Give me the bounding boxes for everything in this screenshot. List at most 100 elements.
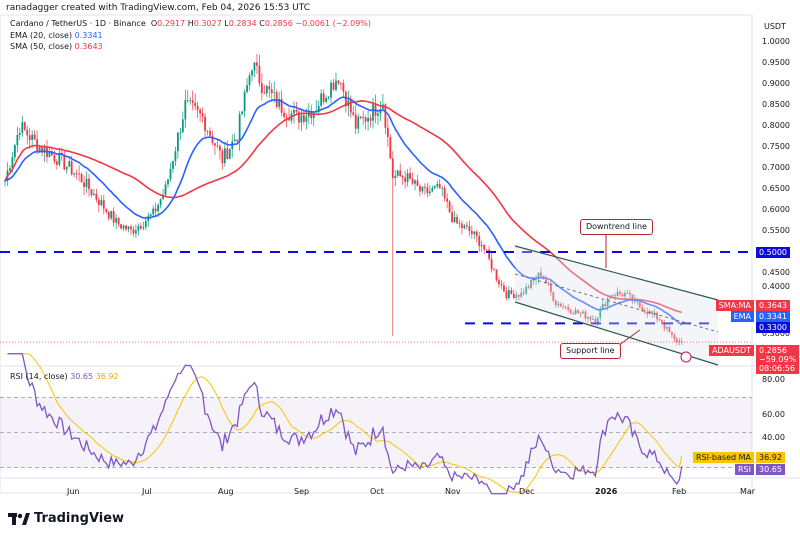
candle-body bbox=[285, 116, 288, 118]
candle-body bbox=[540, 272, 542, 277]
candle-body bbox=[117, 218, 120, 225]
candle-body bbox=[206, 130, 209, 132]
candle-body bbox=[310, 111, 313, 119]
level-500-tag: 0.5000 bbox=[756, 247, 790, 258]
candle-body bbox=[510, 290, 513, 294]
candle-body bbox=[535, 279, 537, 281]
time-tick: Sep bbox=[294, 487, 310, 496]
bar-countdown: 08:06:56 bbox=[759, 364, 795, 373]
candle-body bbox=[95, 193, 98, 200]
candle-body bbox=[559, 303, 562, 307]
candle-body bbox=[293, 110, 295, 114]
candle-body bbox=[93, 193, 95, 196]
candle-body bbox=[557, 303, 560, 306]
credit-text: ranadagger created with TradingView.com,… bbox=[6, 3, 311, 13]
candle-body bbox=[446, 198, 449, 202]
candle-body bbox=[391, 158, 394, 179]
candle-body bbox=[167, 179, 169, 185]
candle-body bbox=[31, 134, 34, 141]
candle-body bbox=[480, 245, 483, 247]
high-value: 0.3027 bbox=[193, 19, 222, 28]
candle-body bbox=[88, 178, 90, 190]
rsi-tag: RSI bbox=[735, 464, 754, 475]
candle-body bbox=[485, 249, 488, 251]
sma-legend[interactable]: SMA (50, close) 0.3643 bbox=[10, 42, 103, 52]
candle-body bbox=[421, 186, 424, 192]
channel-midline bbox=[514, 273, 719, 333]
candle-body bbox=[638, 302, 641, 308]
candle-body bbox=[359, 116, 362, 119]
time-tick: Jul bbox=[142, 487, 152, 496]
candle-body bbox=[115, 218, 118, 223]
candle-body bbox=[41, 147, 43, 153]
ema-legend[interactable]: EMA (20, close) 0.3341 bbox=[10, 31, 103, 41]
sma-price-tag: 0.3643 bbox=[756, 300, 790, 311]
candle-body bbox=[503, 285, 505, 292]
candle-body bbox=[465, 225, 468, 227]
candle-body bbox=[107, 211, 110, 219]
candle-body bbox=[189, 100, 192, 102]
candle-body bbox=[105, 208, 108, 212]
candle-body bbox=[179, 132, 182, 133]
candle-body bbox=[594, 319, 597, 323]
candle-body bbox=[567, 307, 570, 310]
support-line-annotation[interactable]: Support line bbox=[560, 343, 621, 359]
rsi-value-tag: 30.65 bbox=[756, 464, 785, 475]
candle-body bbox=[340, 83, 342, 84]
candle-body bbox=[424, 186, 426, 188]
candle-body bbox=[288, 117, 290, 121]
candle-body bbox=[579, 312, 582, 314]
candle-body bbox=[436, 183, 439, 187]
time-tick: Dec bbox=[519, 487, 535, 496]
candle-body bbox=[83, 182, 85, 188]
candle-body bbox=[661, 320, 663, 324]
candle-body bbox=[369, 117, 372, 121]
candle-body bbox=[75, 173, 78, 175]
candle-body bbox=[668, 326, 671, 333]
candle-body bbox=[549, 284, 552, 293]
price-tick: 0.3000 bbox=[762, 329, 790, 338]
candle-body bbox=[545, 279, 547, 284]
candle-body bbox=[651, 311, 654, 314]
last-price: 0.2856 bbox=[759, 346, 787, 355]
low-label: L bbox=[224, 19, 229, 28]
candle-body bbox=[120, 224, 122, 229]
candle-body bbox=[473, 231, 476, 235]
candle-body bbox=[199, 109, 202, 114]
candle-body bbox=[169, 168, 172, 180]
candle-body bbox=[142, 227, 145, 229]
close-label: C bbox=[259, 19, 265, 28]
candle-body bbox=[589, 317, 592, 320]
candle-body bbox=[204, 116, 206, 131]
candle-body bbox=[211, 135, 214, 144]
candle-body bbox=[246, 85, 248, 92]
candle-body bbox=[18, 133, 21, 135]
candle-body bbox=[157, 204, 160, 212]
candle-body bbox=[394, 175, 397, 179]
rsi-legend[interactable]: RSI (14, close) 30.65 36.92 bbox=[10, 372, 119, 382]
candle-body bbox=[53, 155, 56, 162]
candle-body bbox=[327, 97, 330, 99]
candle-body bbox=[433, 186, 436, 189]
candle-body bbox=[372, 104, 374, 121]
candle-body bbox=[517, 294, 520, 297]
candle-body bbox=[162, 194, 164, 200]
candle-body bbox=[495, 269, 498, 281]
candle-body bbox=[614, 295, 616, 297]
candle-body bbox=[624, 292, 626, 297]
candle-body bbox=[265, 86, 268, 94]
candle-body bbox=[85, 178, 88, 188]
price-tick: 0.8000 bbox=[762, 121, 790, 130]
candle-body bbox=[493, 269, 495, 271]
candle-body bbox=[26, 129, 29, 136]
downtrend-line-annotation[interactable]: Downtrend line bbox=[580, 219, 653, 235]
candle-body bbox=[181, 119, 184, 133]
price-tick: 0.4000 bbox=[762, 282, 790, 291]
candle-body bbox=[414, 180, 416, 184]
candle-body bbox=[352, 112, 355, 115]
candle-body bbox=[572, 313, 574, 315]
candle-body bbox=[100, 200, 103, 206]
rsi-label: RSI (14, close) bbox=[10, 372, 68, 381]
candle-body bbox=[33, 134, 36, 140]
